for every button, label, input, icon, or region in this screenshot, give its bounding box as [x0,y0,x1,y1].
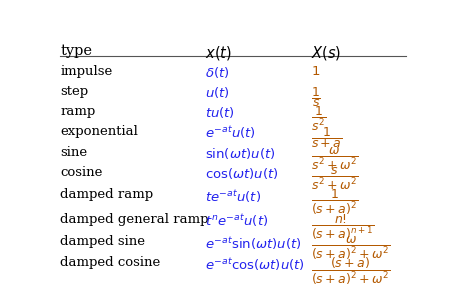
Text: $e^{-at}u(t)$: $e^{-at}u(t)$ [205,125,256,141]
Text: $\sin(\omega t)u(t)$: $\sin(\omega t)u(t)$ [205,146,275,161]
Text: $e^{-at}\sin(\omega t)u(t)$: $e^{-at}\sin(\omega t)u(t)$ [205,235,302,251]
Text: $X(s)$: $X(s)$ [311,44,341,62]
Text: $t^n e^{-at}u(t)$: $t^n e^{-at}u(t)$ [205,213,268,229]
Text: sine: sine [61,146,87,159]
Text: $\delta(t)$: $\delta(t)$ [205,65,229,80]
Text: $\dfrac{(s+a)}{(s+a)^2+\omega^2}$: $\dfrac{(s+a)}{(s+a)^2+\omega^2}$ [311,256,390,287]
Text: $e^{-at}\cos(\omega t)u(t)$: $e^{-at}\cos(\omega t)u(t)$ [205,256,305,273]
Text: $\dfrac{s}{s^2+\omega^2}$: $\dfrac{s}{s^2+\omega^2}$ [311,166,358,192]
Text: step: step [61,85,89,98]
Text: $tu(t)$: $tu(t)$ [205,105,235,120]
Text: $\dfrac{1}{s+a}$: $\dfrac{1}{s+a}$ [311,125,342,150]
Text: $\dfrac{\omega}{(s+a)^2+\omega^2}$: $\dfrac{\omega}{(s+a)^2+\omega^2}$ [311,235,390,262]
Text: cosine: cosine [61,166,103,179]
Text: $x(t)$: $x(t)$ [205,44,232,62]
Text: exponential: exponential [61,125,138,138]
Text: $\dfrac{1}{s}$: $\dfrac{1}{s}$ [311,85,321,109]
Text: damped general ramp: damped general ramp [61,213,209,226]
Text: damped sine: damped sine [61,235,146,248]
Text: impulse: impulse [61,65,113,78]
Text: ramp: ramp [61,105,96,118]
Text: $\cos(\omega t)u(t)$: $\cos(\omega t)u(t)$ [205,166,278,181]
Text: $\dfrac{n!}{(s+a)^{n+1}}$: $\dfrac{n!}{(s+a)^{n+1}}$ [311,213,374,242]
Text: $\dfrac{1}{s^2}$: $\dfrac{1}{s^2}$ [311,105,326,133]
Text: damped ramp: damped ramp [61,188,153,201]
Text: $\dfrac{\omega}{s^2+\omega^2}$: $\dfrac{\omega}{s^2+\omega^2}$ [311,146,358,172]
Text: $te^{-at}u(t)$: $te^{-at}u(t)$ [205,188,261,205]
Text: $\dfrac{1}{(s+a)^2}$: $\dfrac{1}{(s+a)^2}$ [311,188,358,217]
Text: $u(t)$: $u(t)$ [205,85,230,100]
Text: $1$: $1$ [311,65,320,78]
Text: damped cosine: damped cosine [61,256,161,269]
Text: type: type [61,44,92,58]
